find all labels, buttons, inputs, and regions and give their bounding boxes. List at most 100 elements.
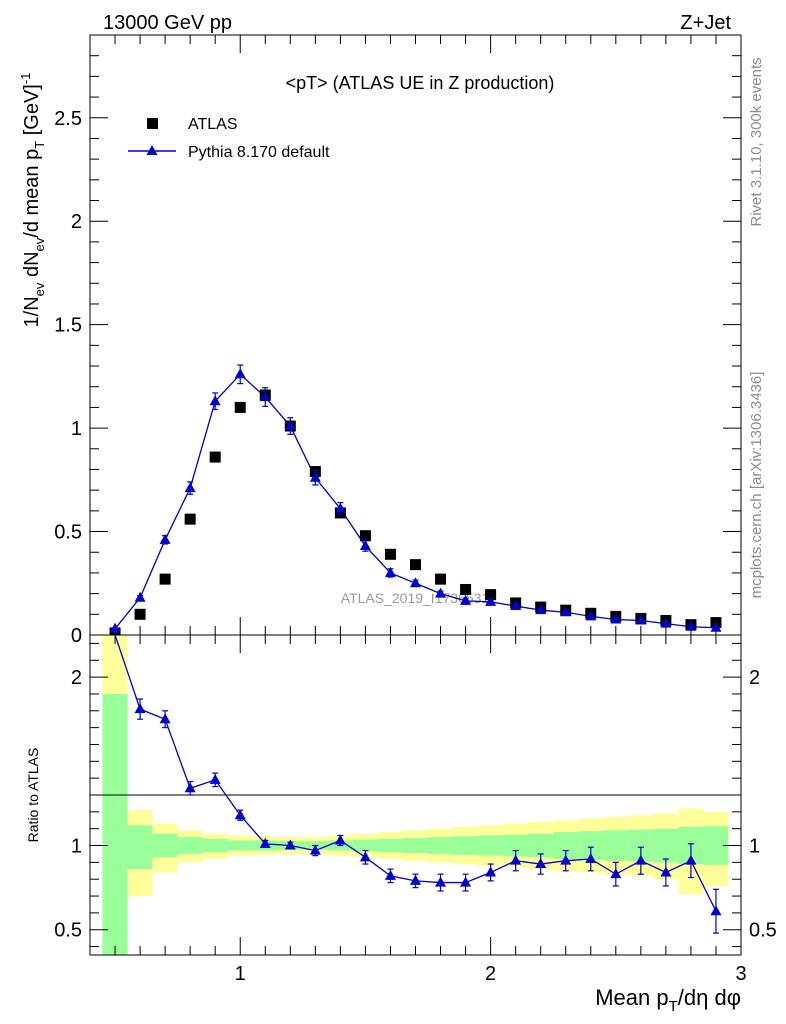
ratio-ticks: 0.5 0.5 1 1 2 2 1 2 3	[54, 635, 777, 985]
mc-point	[334, 502, 346, 513]
rivet-label: Rivet 3.1.10, 300k events	[748, 57, 765, 226]
atlas-point	[410, 559, 421, 571]
mc-point	[410, 577, 421, 588]
band-inner	[503, 834, 529, 857]
legend-mc-marker	[146, 145, 158, 155]
ratio-ytick-label: 2	[71, 667, 82, 689]
atlas-point	[134, 608, 146, 620]
header-right: Z+Jet	[680, 12, 731, 34]
mc-point	[234, 368, 246, 379]
ratio-ytick-label-right: 2	[749, 667, 760, 689]
band-inner	[377, 838, 403, 853]
atlas-point	[234, 401, 246, 413]
mc-point	[510, 600, 522, 611]
main-watermark-layer: ATLAS_2019_I1736531	[341, 590, 490, 606]
mc-point	[259, 391, 271, 402]
mc-point	[284, 420, 296, 431]
ratio-point	[585, 853, 597, 863]
ratio-point	[435, 876, 447, 887]
ratio-point	[610, 868, 622, 879]
band-inner	[102, 693, 128, 955]
mc-point	[560, 606, 572, 617]
ratio-point	[184, 782, 196, 793]
band-inner	[402, 837, 429, 854]
legend-atlas-marker	[147, 118, 158, 129]
mc-point	[610, 613, 622, 624]
ratio-point	[259, 837, 271, 848]
ratio-point	[359, 851, 371, 862]
mc-point	[635, 614, 647, 625]
ratio-ylabel: Ratio to ATLAS	[25, 748, 41, 843]
mc-point	[109, 622, 121, 633]
ratio-point	[334, 834, 346, 845]
xtick-label: 3	[735, 963, 746, 985]
xtick-label: 1	[235, 963, 246, 985]
ratio-point	[485, 866, 497, 877]
mc-point	[485, 595, 497, 606]
ratio-point	[560, 854, 572, 865]
band-inner	[428, 837, 454, 854]
mc-point	[184, 482, 196, 493]
band-inner	[528, 833, 554, 858]
ratio-point	[309, 844, 321, 855]
ratio-ytick-label-right: 1	[749, 836, 760, 858]
atlas-point	[209, 451, 221, 463]
atlas-point	[485, 589, 497, 601]
mc-point	[159, 533, 171, 544]
legend-mc-label: Pythia 8.170 default	[188, 144, 330, 161]
atlas-point	[460, 583, 472, 595]
ratio-point	[384, 869, 396, 880]
ratio-point	[159, 713, 171, 724]
mc-point	[535, 604, 547, 615]
ratio-point	[710, 905, 722, 916]
ratio-point	[660, 866, 672, 877]
main-title: <pT> (ATLAS UE in Z production)	[286, 73, 555, 93]
ratio-frame	[89, 634, 742, 956]
band-inner	[152, 833, 178, 858]
atlas-point	[384, 548, 396, 560]
atlas-point	[184, 513, 196, 525]
band-inner	[352, 839, 378, 852]
ratio-point	[284, 839, 296, 850]
mc-point	[134, 591, 146, 602]
mc-point	[460, 594, 472, 605]
mc-point	[660, 617, 672, 628]
legend-atlas-label: ATLAS	[188, 116, 238, 133]
main-ytick-label: 2	[71, 211, 82, 233]
band-inner	[653, 828, 679, 863]
main-ytick-label: 2.5	[54, 108, 82, 130]
ratio-ytick-label: 0.5	[54, 920, 82, 942]
main-ytick-label: 1.5	[54, 315, 82, 337]
mc-point	[435, 587, 447, 598]
ratio-point	[410, 874, 421, 885]
mc-point	[209, 395, 221, 406]
header-left: 13000 GeV pp	[103, 12, 232, 34]
main-ylabel: 1/Nev dNev/d mean pT [GeV]-1	[18, 73, 47, 328]
mc-point	[359, 540, 371, 551]
watermark-text: ATLAS_2019_I1736531	[341, 590, 490, 606]
mc-point	[710, 621, 722, 632]
band-inner	[453, 836, 479, 855]
ratio-point	[635, 854, 647, 865]
main-ytick-label: 1	[71, 418, 82, 440]
main-ytick-label: 0	[71, 625, 82, 647]
ratio-mc-points	[134, 698, 722, 934]
ratio-point	[535, 858, 547, 869]
ratio-point	[685, 854, 697, 865]
ratio-point	[209, 773, 221, 784]
x-axis-label: Mean pT/dη dφ	[595, 985, 741, 1015]
atlas-point	[159, 573, 171, 585]
ratio-point	[234, 809, 246, 820]
atlas-point	[359, 530, 371, 542]
band-inner	[478, 835, 504, 856]
ratio-point	[510, 854, 522, 865]
mc-point	[585, 610, 597, 621]
ratio-point	[134, 703, 146, 714]
ratio-ytick-label-right: 0.5	[749, 920, 777, 942]
xtick-label: 2	[485, 963, 496, 985]
band-inner	[227, 840, 253, 851]
band-inner	[202, 838, 228, 853]
ratio-point	[460, 876, 472, 887]
mc-point	[384, 566, 396, 577]
